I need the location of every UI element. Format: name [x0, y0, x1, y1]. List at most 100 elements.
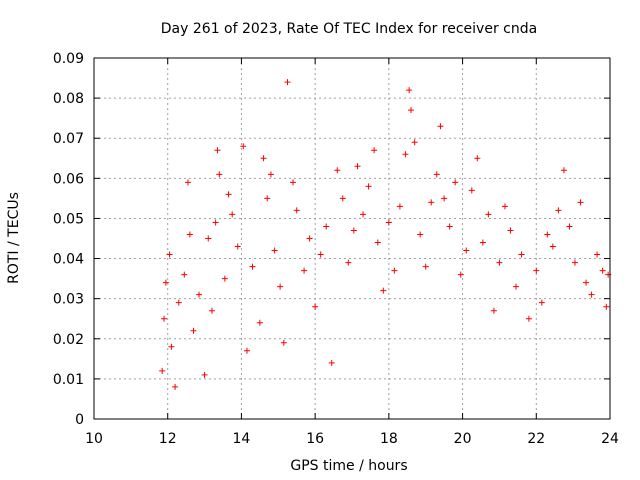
data-point — [360, 211, 367, 218]
data-point — [446, 223, 453, 230]
data-point — [396, 203, 403, 210]
data-point — [422, 263, 429, 270]
data-point — [374, 239, 381, 246]
data-point — [277, 283, 284, 290]
data-point — [175, 299, 182, 306]
y-tick-label: 0.07 — [53, 131, 84, 147]
data-point — [538, 299, 545, 306]
data-point — [225, 191, 232, 198]
y-tick-label: 0.04 — [53, 252, 84, 268]
plot-frame — [93, 57, 611, 420]
data-point — [594, 251, 601, 258]
data-point — [234, 243, 241, 250]
data-point — [457, 271, 464, 278]
data-point — [525, 315, 532, 322]
data-point — [172, 383, 179, 390]
data-point — [181, 271, 188, 278]
data-point — [249, 263, 256, 270]
data-point — [577, 199, 584, 206]
data-point — [549, 243, 556, 250]
data-point — [240, 143, 247, 150]
data-point — [518, 251, 525, 258]
data-point — [190, 327, 197, 334]
data-point — [452, 179, 459, 186]
data-point — [599, 267, 606, 274]
axis-ticks — [93, 57, 611, 420]
data-point — [260, 155, 267, 162]
data-point — [406, 87, 413, 94]
x-tick-label: 18 — [380, 431, 398, 447]
data-point — [354, 163, 361, 170]
data-point — [365, 183, 372, 190]
grid — [94, 58, 610, 419]
data-point — [306, 235, 313, 242]
data-point — [385, 219, 392, 226]
data-point — [544, 231, 551, 238]
x-tick-label: 14 — [233, 431, 251, 447]
data-point — [184, 179, 191, 186]
data-point — [290, 179, 297, 186]
data-point — [301, 267, 308, 274]
data-point — [533, 267, 540, 274]
data-point — [433, 171, 440, 178]
data-point — [513, 283, 520, 290]
data-point — [161, 315, 168, 322]
data-point — [312, 303, 319, 310]
data-point — [485, 211, 492, 218]
y-tick-label: 0.01 — [53, 372, 84, 388]
data-point — [345, 259, 352, 266]
data-point — [350, 227, 357, 234]
y-tick-labels: 0 0.01 0.02 0.03 0.04 0.05 0.06 0.07 0.08 0.09 — [53, 51, 84, 428]
x-tick-label: 16 — [306, 431, 324, 447]
x-axis-label: GPS time / hours — [290, 458, 407, 474]
data-point — [380, 287, 387, 294]
data-point — [391, 267, 398, 274]
x-tick-label: 12 — [159, 431, 177, 447]
data-point — [603, 303, 610, 310]
y-tick-label: 0.03 — [53, 292, 84, 308]
data-point — [441, 195, 448, 202]
data-point — [186, 231, 193, 238]
data-point — [571, 259, 578, 266]
data-point — [166, 251, 173, 258]
data-point — [216, 171, 223, 178]
x-tick-label: 22 — [527, 431, 545, 447]
y-tick-label: 0.06 — [53, 171, 84, 187]
y-tick-label: 0 — [75, 412, 84, 428]
data-point — [501, 203, 508, 210]
data-point — [205, 235, 212, 242]
data-point — [323, 223, 330, 230]
data-point — [293, 207, 300, 214]
data-point — [479, 239, 486, 246]
data-point — [334, 167, 341, 174]
x-tick-label: 24 — [601, 431, 619, 447]
data-point — [583, 279, 590, 286]
y-tick-label: 0.02 — [53, 332, 84, 348]
data-point — [162, 279, 169, 286]
x-tick-label: 20 — [454, 431, 472, 447]
data-point — [229, 211, 236, 218]
data-point — [221, 275, 228, 282]
data-point — [284, 79, 291, 86]
data-point — [271, 247, 278, 254]
x-tick-label: 10 — [85, 431, 103, 447]
data-point — [507, 227, 514, 234]
data-point — [407, 107, 414, 114]
data-point — [264, 195, 271, 202]
data-point — [212, 219, 219, 226]
y-axis-label: ROTI / TECUs — [6, 192, 22, 284]
data-point — [214, 147, 221, 154]
data-point — [208, 307, 215, 314]
y-tick-label: 0.08 — [53, 91, 84, 107]
data-point — [417, 231, 424, 238]
data-point — [280, 339, 287, 346]
data-point — [256, 319, 263, 326]
y-tick-label: 0.05 — [53, 211, 84, 227]
data-point — [168, 343, 175, 350]
data-point — [267, 171, 274, 178]
data-point — [560, 167, 567, 174]
data-point — [339, 195, 346, 202]
data-point — [428, 199, 435, 206]
data-point — [490, 307, 497, 314]
